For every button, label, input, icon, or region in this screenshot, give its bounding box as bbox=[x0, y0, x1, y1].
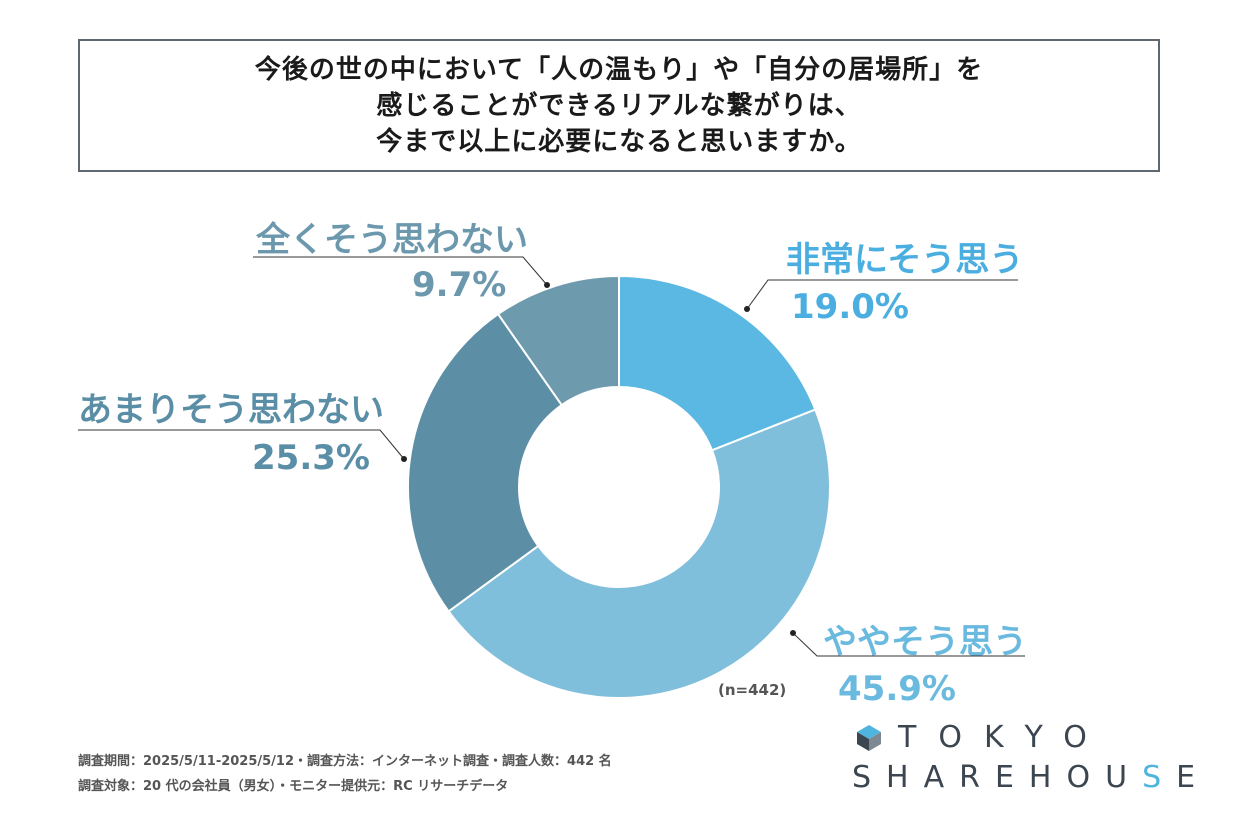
logo-word-part2: E bbox=[1176, 760, 1211, 795]
donut-slice-0 bbox=[618, 274, 817, 452]
footer-survey-period: 調査期間：2025/5/11-2025/5/12・調査方法：インターネット調査・… bbox=[78, 754, 612, 769]
title-box: 今後の世の中において「人の温もり」や「自分の居場所」を 感じることができるリアル… bbox=[78, 39, 1160, 172]
label-percent-2: 25.3% bbox=[252, 438, 370, 478]
label-percent-0: 19.0% bbox=[791, 287, 909, 327]
title-line-1: 今後の世の中において「人の温もり」や「自分の居場所」を bbox=[254, 54, 984, 85]
logo-word-sharehouse: SHAREHOUSE bbox=[852, 760, 1210, 795]
leader-dot-2 bbox=[401, 456, 407, 462]
house-cube-icon bbox=[857, 724, 881, 751]
leader-dot-0 bbox=[744, 306, 750, 312]
leader-dot-3 bbox=[544, 282, 550, 288]
sample-size-note: (n=442) bbox=[718, 681, 787, 699]
leader-line-0 bbox=[746, 279, 1018, 310]
label-category-1: ややそう思う bbox=[823, 622, 1027, 662]
logo-word-part1: SHAREHOU bbox=[852, 760, 1143, 795]
footer-survey-target: 調査対象：20 代の会社員（男女）・モニター提供元：RC リサーチデータ bbox=[78, 779, 509, 794]
logo-word-accent: S bbox=[1142, 760, 1177, 795]
title-line-3: 今まで以上に必要になると思いますか。 bbox=[376, 126, 862, 157]
leader-dot-1 bbox=[790, 630, 796, 636]
donut-slice-3 bbox=[496, 274, 620, 407]
donut-slice-1 bbox=[447, 408, 831, 699]
label-percent-3: 9.7% bbox=[412, 265, 507, 305]
leader-line-3 bbox=[253, 256, 548, 286]
leader-line-2 bbox=[78, 429, 405, 460]
logo-word-tokyo: TOKYO bbox=[898, 720, 1109, 755]
logo-top-row: TOKYO bbox=[856, 720, 1109, 755]
leader-line-1 bbox=[792, 632, 1025, 657]
donut-slice-2 bbox=[407, 312, 564, 613]
label-category-2: あまりそう思わない bbox=[78, 390, 384, 430]
label-category-3: 全くそう思わない bbox=[256, 220, 528, 260]
label-category-0: 非常にそう思う bbox=[786, 240, 1024, 280]
label-percent-1: 45.9% bbox=[838, 669, 956, 709]
title-line-2: 感じることができるリアルな繋がりは、 bbox=[376, 90, 862, 121]
